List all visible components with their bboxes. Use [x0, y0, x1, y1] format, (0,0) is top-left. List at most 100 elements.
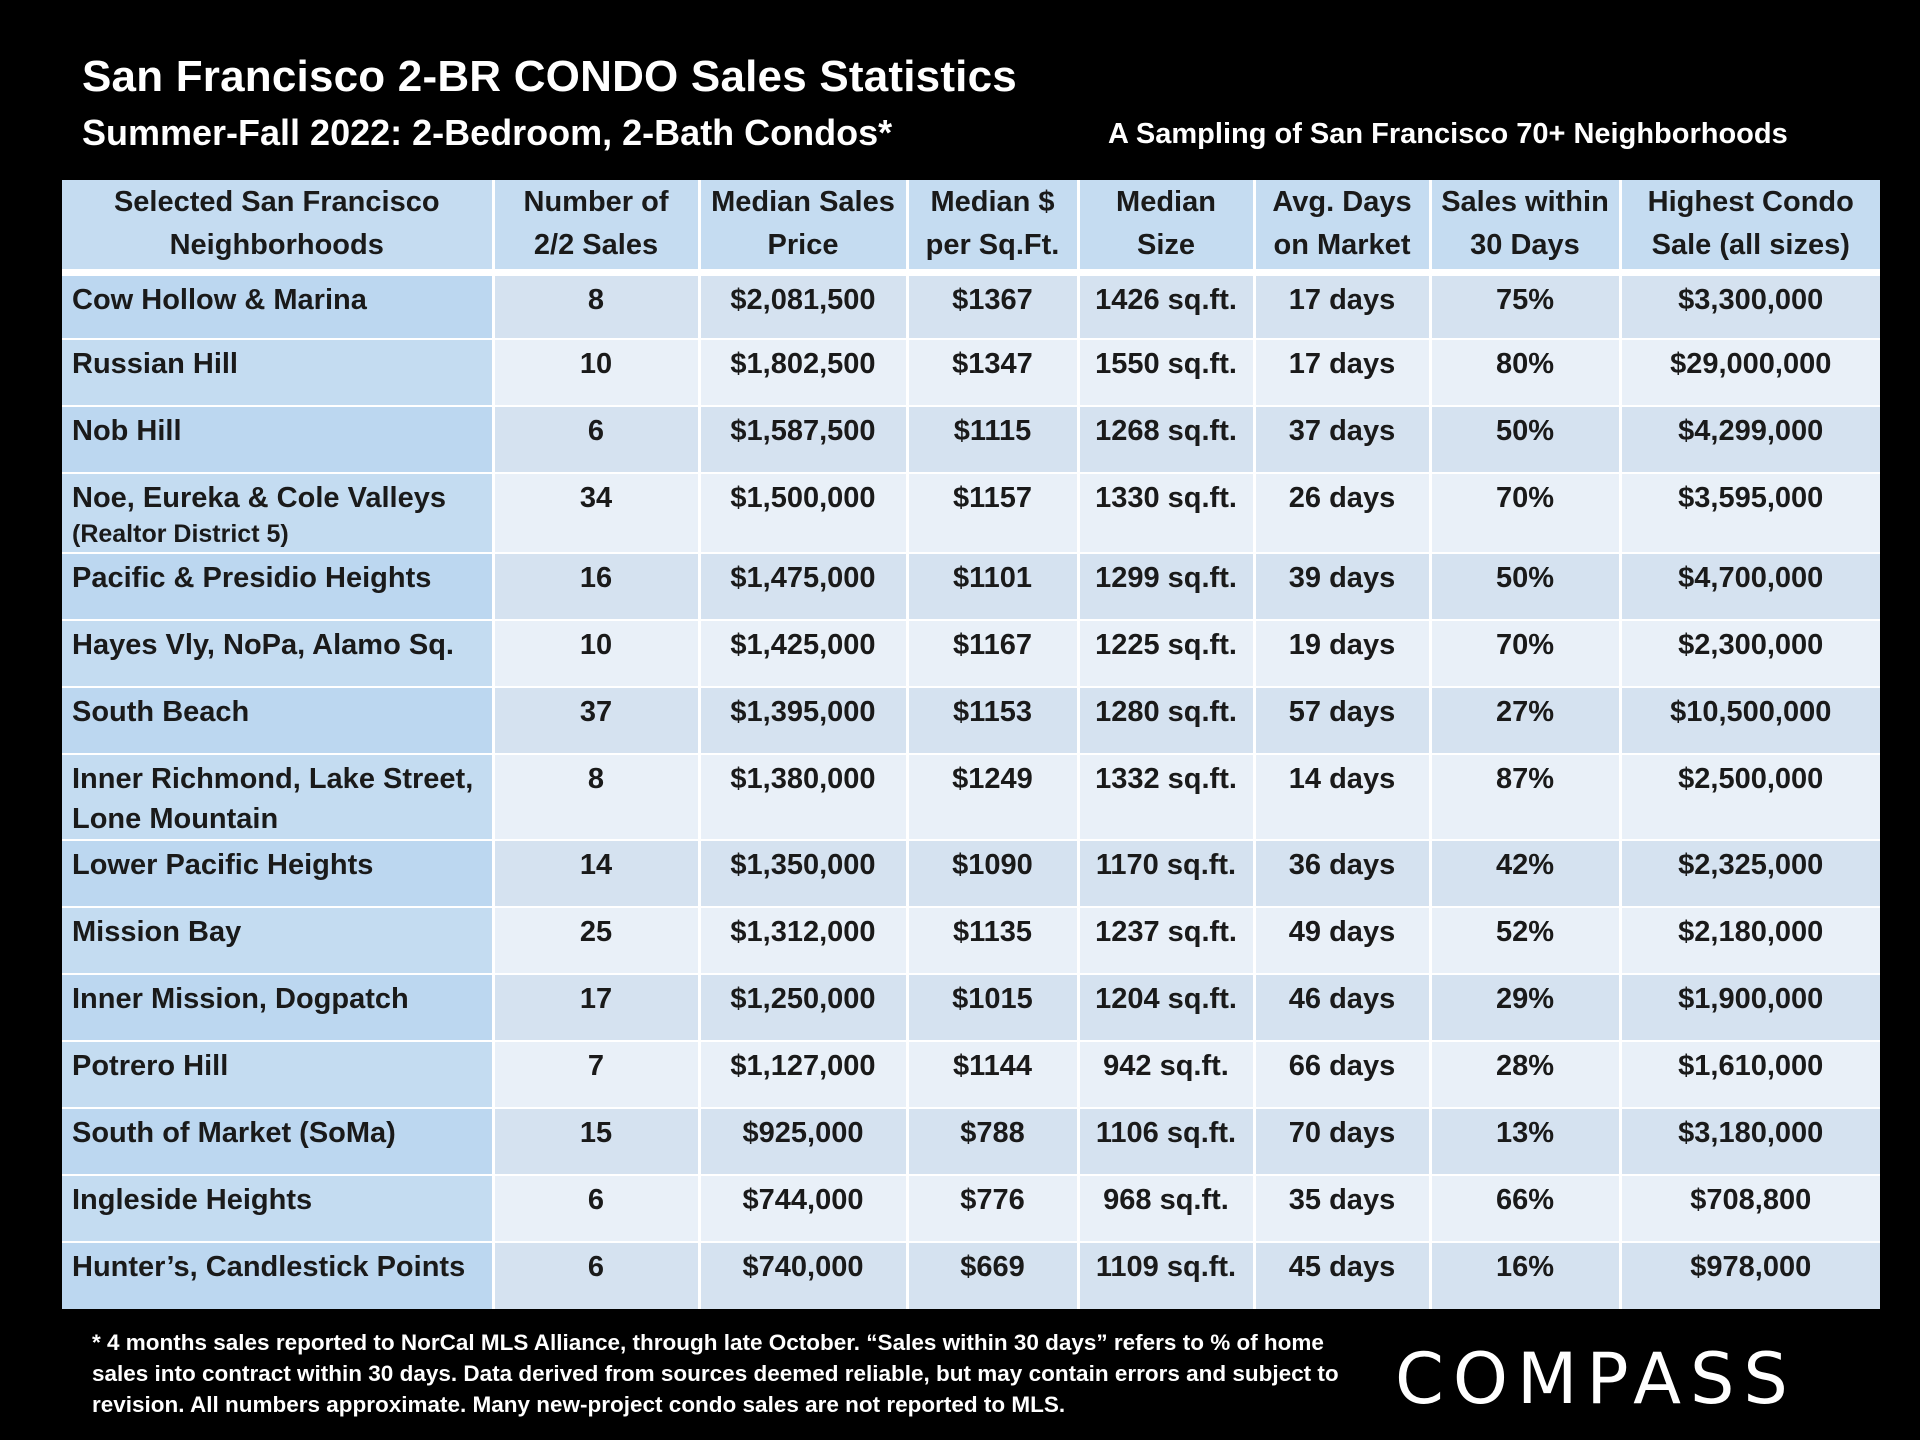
- cell-median-sales-price: $925,000: [697, 1107, 907, 1175]
- cell-neighborhood: Inner Mission, Dogpatch: [62, 973, 493, 1041]
- cell-number-of-sales: 8: [491, 271, 699, 339]
- cell-number-of-sales: 6: [491, 1174, 699, 1242]
- neighborhood-subnote: (Realtor District 5): [72, 520, 289, 548]
- cell-number-of-sales: 10: [491, 619, 699, 687]
- header-median-price-per-sqft: Median $ per Sq.Ft.: [905, 180, 1078, 276]
- cell-avg-days-on-market: 37 days: [1252, 405, 1430, 473]
- cell-highest-condo-sale: $1,900,000: [1618, 973, 1880, 1041]
- cell-median-price-per-sqft: $788: [905, 1107, 1078, 1175]
- cell-avg-days-on-market: 14 days: [1252, 753, 1430, 840]
- cell-median-price-per-sqft: $1347: [905, 338, 1078, 406]
- cell-median-price-per-sqft: $1090: [905, 839, 1078, 907]
- cell-median-price-per-sqft: $1115: [905, 405, 1078, 473]
- cell-median-size: 1204 sq.ft.: [1076, 973, 1254, 1041]
- cell-avg-days-on-market: 35 days: [1252, 1174, 1430, 1242]
- cell-median-sales-price: $1,380,000: [697, 753, 907, 840]
- cell-neighborhood: Ingleside Heights: [62, 1174, 493, 1242]
- neighborhood-name: Hayes Vly, NoPa, Alamo Sq.: [72, 629, 454, 661]
- cell-highest-condo-sale: $4,299,000: [1618, 405, 1880, 473]
- table-header-row: Selected San Francisco Neighborhoods Num…: [62, 180, 1880, 276]
- header-median-size: Median Size: [1076, 180, 1254, 276]
- cell-number-of-sales: 37: [491, 686, 699, 754]
- footnote: * 4 months sales reported to NorCal MLS …: [92, 1330, 1339, 1417]
- cell-median-sales-price: $1,350,000: [697, 839, 907, 907]
- cell-median-sales-price: $1,250,000: [697, 973, 907, 1041]
- cell-neighborhood: Mission Bay: [62, 906, 493, 974]
- cell-median-size: 1170 sq.ft.: [1076, 839, 1254, 907]
- table-body: Cow Hollow & Marina 8 $2,081,500 $1367 1426 …: [62, 271, 1880, 1309]
- neighborhood-name: Nob Hill: [72, 415, 182, 447]
- table-row: Noe, Eureka & Cole Valleys (Realtor Distr…: [62, 472, 1880, 553]
- cell-avg-days-on-market: 45 days: [1252, 1241, 1430, 1309]
- cell-sales-within-30-days: 13%: [1428, 1107, 1620, 1175]
- cell-avg-days-on-market: 36 days: [1252, 839, 1430, 907]
- cell-neighborhood: Hunter’s, Candlestick Points: [62, 1241, 493, 1309]
- cell-median-sales-price: $1,500,000: [697, 472, 907, 553]
- neighborhood-name: Pacific & Presidio Heights: [72, 562, 432, 594]
- cell-highest-condo-sale: $708,800: [1618, 1174, 1880, 1242]
- cell-sales-within-30-days: 87%: [1428, 753, 1620, 840]
- cell-median-sales-price: $1,475,000: [697, 552, 907, 620]
- cell-neighborhood: Noe, Eureka & Cole Valleys (Realtor Distr…: [62, 472, 493, 553]
- page-subtitle: Summer-Fall 2022: 2-Bedroom, 2-Bath Cond…: [82, 112, 893, 153]
- cell-highest-condo-sale: $2,300,000: [1618, 619, 1880, 687]
- cell-highest-condo-sale: $2,325,000: [1618, 839, 1880, 907]
- neighborhood-name: South of Market (SoMa): [72, 1117, 396, 1149]
- cell-median-price-per-sqft: $1157: [905, 472, 1078, 553]
- cell-median-size: 1268 sq.ft.: [1076, 405, 1254, 473]
- table-row: Mission Bay 25 $1,312,000 $1135 1237 sq.ft. 4…: [62, 906, 1880, 974]
- cell-number-of-sales: 25: [491, 906, 699, 974]
- cell-sales-within-30-days: 50%: [1428, 552, 1620, 620]
- cell-median-sales-price: $1,802,500: [697, 338, 907, 406]
- cell-median-sales-price: $1,425,000: [697, 619, 907, 687]
- neighborhood-name: Mission Bay: [72, 916, 242, 948]
- table-row: Cow Hollow & Marina 8 $2,081,500 $1367 1426 …: [62, 271, 1880, 339]
- cell-avg-days-on-market: 39 days: [1252, 552, 1430, 620]
- cell-sales-within-30-days: 28%: [1428, 1040, 1620, 1108]
- neighborhood-name: Hunter’s, Candlestick Points: [72, 1251, 466, 1283]
- cell-highest-condo-sale: $4,700,000: [1618, 552, 1880, 620]
- table-row: Potrero Hill 7 $1,127,000 $1144 942 sq.ft. 66…: [62, 1040, 1880, 1108]
- cell-median-size: 1106 sq.ft.: [1076, 1107, 1254, 1175]
- table-row: South Beach 37 $1,395,000 $1153 1280 sq.ft. 5…: [62, 686, 1880, 754]
- cell-number-of-sales: 17: [491, 973, 699, 1041]
- cell-neighborhood: Inner Richmond, Lake Street, Lone Mounta…: [62, 753, 493, 840]
- header-number-of-sales: Number of 2/2 Sales: [491, 180, 699, 276]
- cell-median-price-per-sqft: $1101: [905, 552, 1078, 620]
- table-row: Lower Pacific Heights 14 $1,350,000 $1090 11…: [62, 839, 1880, 907]
- cell-median-sales-price: $1,312,000: [697, 906, 907, 974]
- cell-sales-within-30-days: 42%: [1428, 839, 1620, 907]
- neighborhood-name: Potrero Hill: [72, 1050, 229, 1082]
- cell-median-price-per-sqft: $1015: [905, 973, 1078, 1041]
- cell-neighborhood: Russian Hill: [62, 338, 493, 406]
- cell-sales-within-30-days: 50%: [1428, 405, 1620, 473]
- page-title: San Francisco 2-BR CONDO Sales Statistic…: [82, 52, 1017, 101]
- cell-avg-days-on-market: 17 days: [1252, 271, 1430, 339]
- cell-sales-within-30-days: 70%: [1428, 619, 1620, 687]
- neighborhood-name: Cow Hollow & Marina: [72, 283, 367, 316]
- cell-avg-days-on-market: 26 days: [1252, 472, 1430, 553]
- cell-number-of-sales: 8: [491, 753, 699, 840]
- cell-highest-condo-sale: $2,500,000: [1618, 753, 1880, 840]
- cell-median-size: 1237 sq.ft.: [1076, 906, 1254, 974]
- cell-highest-condo-sale: $1,610,000: [1618, 1040, 1880, 1108]
- cell-median-sales-price: $1,587,500: [697, 405, 907, 473]
- header-highest-condo-sale: Highest Condo Sale (all sizes): [1618, 180, 1880, 276]
- cell-median-price-per-sqft: $1144: [905, 1040, 1078, 1108]
- cell-number-of-sales: 6: [491, 1241, 699, 1309]
- cell-median-size: 1550 sq.ft.: [1076, 338, 1254, 406]
- cell-avg-days-on-market: 49 days: [1252, 906, 1430, 974]
- cell-sales-within-30-days: 52%: [1428, 906, 1620, 974]
- cell-number-of-sales: 14: [491, 839, 699, 907]
- sampling-note: A Sampling of San Francisco 70+ Neighbor…: [1108, 118, 1788, 150]
- cell-neighborhood: Nob Hill: [62, 405, 493, 473]
- cell-neighborhood: South of Market (SoMa): [62, 1107, 493, 1175]
- cell-number-of-sales: 7: [491, 1040, 699, 1108]
- cell-avg-days-on-market: 66 days: [1252, 1040, 1430, 1108]
- cell-neighborhood: Pacific & Presidio Heights: [62, 552, 493, 620]
- cell-number-of-sales: 15: [491, 1107, 699, 1175]
- cell-median-price-per-sqft: $669: [905, 1241, 1078, 1309]
- cell-sales-within-30-days: 16%: [1428, 1241, 1620, 1309]
- cell-neighborhood: Potrero Hill: [62, 1040, 493, 1108]
- cell-avg-days-on-market: 19 days: [1252, 619, 1430, 687]
